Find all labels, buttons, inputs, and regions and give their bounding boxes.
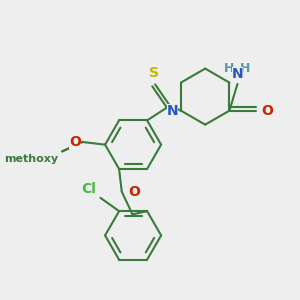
Text: O: O [262, 103, 273, 118]
Text: H: H [224, 61, 235, 75]
Text: O: O [128, 184, 140, 199]
Text: N: N [232, 67, 243, 81]
Text: Cl: Cl [82, 182, 96, 197]
Text: H: H [240, 61, 251, 75]
Text: N: N [167, 103, 178, 118]
Text: methoxy: methoxy [4, 154, 58, 164]
Text: O: O [69, 135, 81, 149]
Text: S: S [149, 66, 159, 80]
